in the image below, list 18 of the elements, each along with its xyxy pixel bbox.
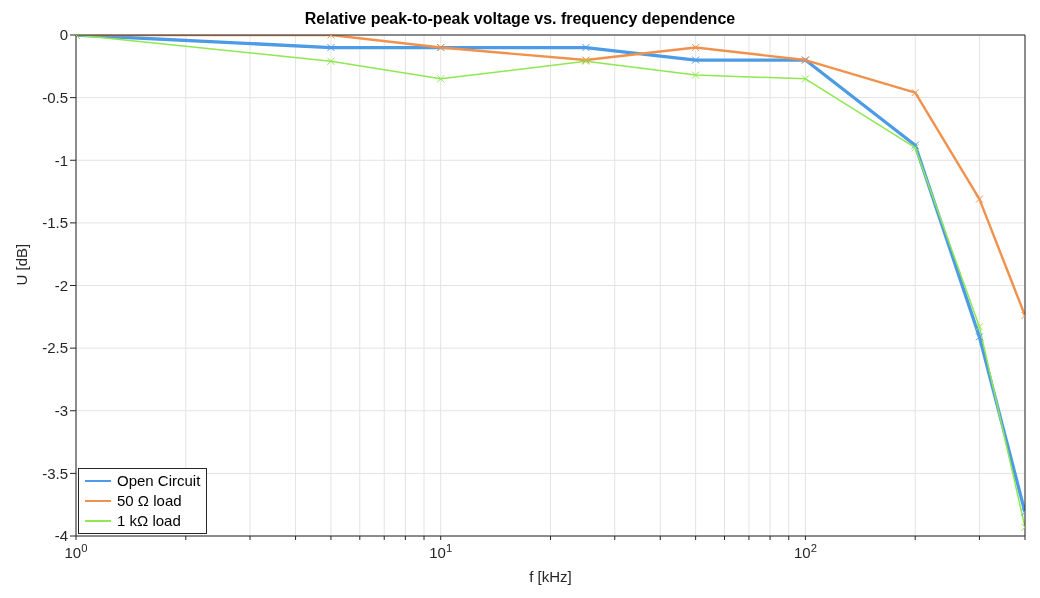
y-tick-label: -0.5 xyxy=(42,88,68,106)
y-tick-label: -2.5 xyxy=(42,339,68,357)
y-tick-label: -3.5 xyxy=(42,464,68,482)
y-tick-label: -3 xyxy=(54,402,68,420)
chart-title: Relative peak-to-peak voltage vs. frequency dependence xyxy=(303,10,737,28)
x-tick-label: 10$^{1}$ xyxy=(429,542,453,561)
legend-label: 50 Ω load xyxy=(117,491,182,511)
y-tick-label: -2 xyxy=(54,276,68,294)
y-tick-label: -1 xyxy=(54,151,68,169)
legend-label: Open Circuit xyxy=(117,471,201,491)
y-tick-label: -1.5 xyxy=(42,214,68,232)
y-axis-title: U [dB] xyxy=(13,243,31,286)
legend-label: 1 kΩ load xyxy=(117,511,181,531)
y-tick-label: 0 xyxy=(59,26,68,44)
x-tick-label: 10$^{0}$ xyxy=(64,542,88,561)
x-axis-title: f [kHz] xyxy=(529,568,572,585)
y-tick-label: -4 xyxy=(54,527,68,545)
x-tick-label: 10$^{2}$ xyxy=(793,542,817,561)
